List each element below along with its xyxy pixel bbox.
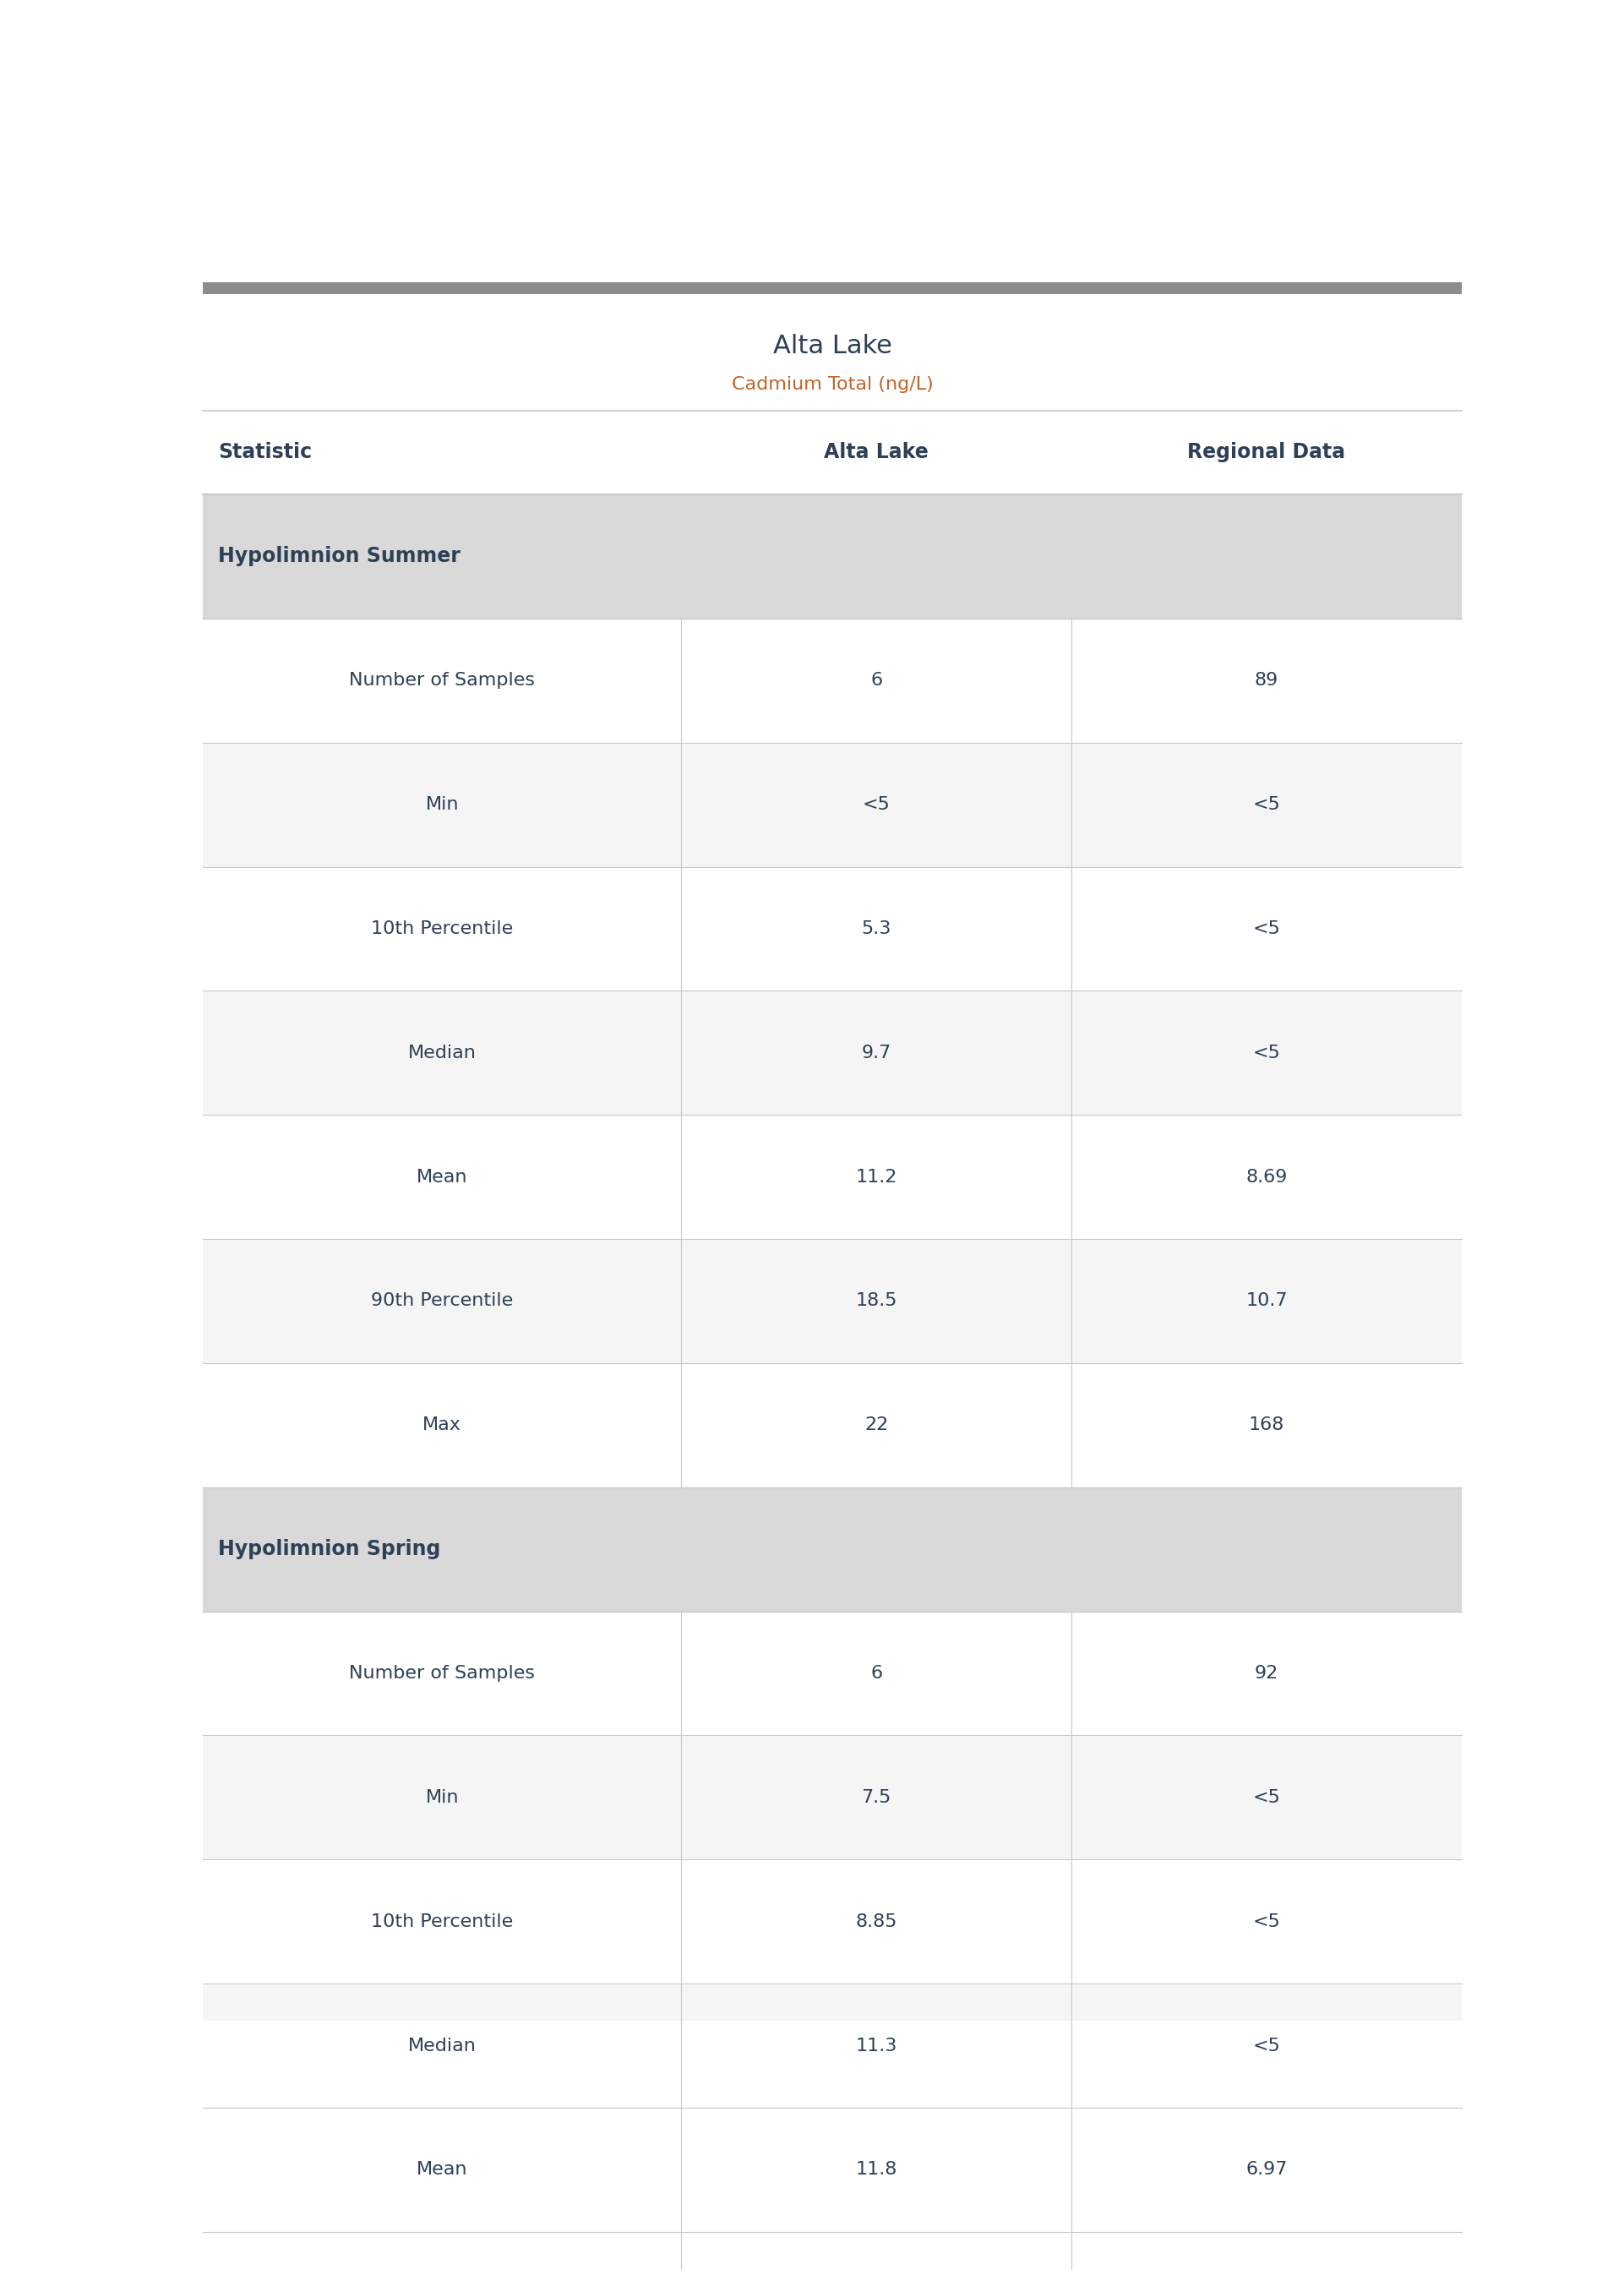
Text: 6: 6 <box>870 672 882 690</box>
Bar <box>203 495 1462 617</box>
Text: Alta Lake: Alta Lake <box>773 334 892 359</box>
Bar <box>203 742 1462 867</box>
Text: Mean: Mean <box>417 2161 468 2179</box>
Text: Mean: Mean <box>417 1169 468 1185</box>
Text: 22: 22 <box>864 1416 888 1435</box>
Text: 18.5: 18.5 <box>856 1292 898 1310</box>
Text: Hypolimnion Summer: Hypolimnion Summer <box>218 547 461 568</box>
Text: <5: <5 <box>1252 1914 1280 1930</box>
Bar <box>203 1859 1462 1984</box>
Bar <box>203 1612 1462 1734</box>
Text: Alta Lake: Alta Lake <box>823 443 929 463</box>
Text: Cadmium Total (ng/L): Cadmium Total (ng/L) <box>731 377 934 393</box>
Bar <box>203 1734 1462 1859</box>
Text: Max: Max <box>422 1416 461 1435</box>
Bar <box>203 617 1462 742</box>
Text: 8.85: 8.85 <box>856 1914 898 1930</box>
Bar <box>203 867 1462 990</box>
Text: <5: <5 <box>1252 797 1280 813</box>
Text: <5: <5 <box>1252 919 1280 938</box>
Text: 7.5: 7.5 <box>861 1789 892 1807</box>
Bar <box>203 1239 1462 1362</box>
Bar <box>203 2107 1462 2231</box>
Bar <box>203 1487 1462 1612</box>
Bar <box>203 2231 1462 2270</box>
Text: <5: <5 <box>1252 1044 1280 1062</box>
Text: Median: Median <box>408 2036 476 2054</box>
Text: 10th Percentile: 10th Percentile <box>370 919 513 938</box>
Text: Median: Median <box>408 1044 476 1062</box>
Text: 8.69: 8.69 <box>1246 1169 1288 1185</box>
Text: 11.3: 11.3 <box>856 2036 896 2054</box>
Text: 92: 92 <box>1255 1664 1278 1682</box>
Text: 11.2: 11.2 <box>856 1169 896 1185</box>
Text: Statistic: Statistic <box>218 443 312 463</box>
Bar <box>203 990 1462 1115</box>
Bar <box>203 1362 1462 1487</box>
Text: Number of Samples: Number of Samples <box>349 1664 534 1682</box>
Text: 5.3: 5.3 <box>861 919 892 938</box>
Text: 9.7: 9.7 <box>861 1044 892 1062</box>
Text: <5: <5 <box>862 797 890 813</box>
Text: Regional Data: Regional Data <box>1187 443 1346 463</box>
Text: 10.7: 10.7 <box>1246 1292 1288 1310</box>
Text: 90th Percentile: 90th Percentile <box>370 1292 513 1310</box>
Text: 89: 89 <box>1255 672 1278 690</box>
Bar <box>203 1115 1462 1239</box>
Text: 11.8: 11.8 <box>856 2161 896 2179</box>
Text: 6.97: 6.97 <box>1246 2161 1288 2179</box>
Text: Number of Samples: Number of Samples <box>349 672 534 690</box>
Text: 6: 6 <box>870 1664 882 1682</box>
Text: <5: <5 <box>1252 1789 1280 1807</box>
Text: 10th Percentile: 10th Percentile <box>370 1914 513 1930</box>
Bar <box>203 281 1462 295</box>
Text: Hypolimnion Spring: Hypolimnion Spring <box>218 1539 440 1559</box>
Bar <box>203 1984 1462 2107</box>
Text: Min: Min <box>425 1789 460 1807</box>
Text: Min: Min <box>425 797 460 813</box>
Text: 168: 168 <box>1249 1416 1285 1435</box>
Text: <5: <5 <box>1252 2036 1280 2054</box>
